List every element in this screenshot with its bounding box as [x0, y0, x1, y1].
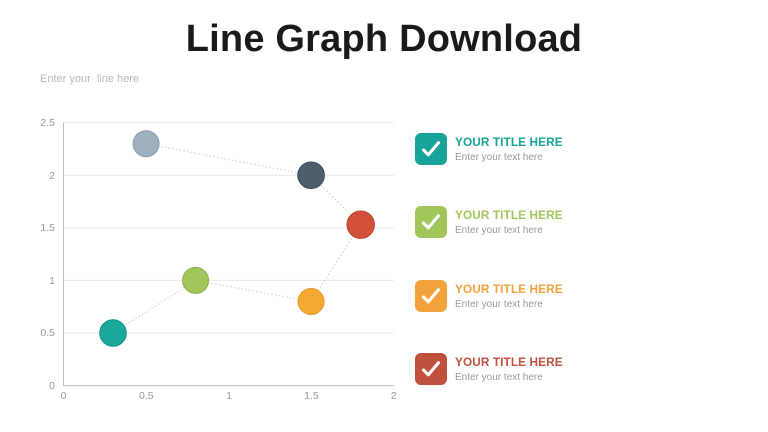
svg-text:0.5: 0.5 [139, 390, 154, 402]
svg-text:2: 2 [391, 390, 397, 402]
svg-text:0: 0 [61, 390, 67, 402]
svg-text:0: 0 [49, 380, 55, 392]
svg-text:2.5: 2.5 [40, 117, 55, 129]
svg-text:2: 2 [49, 170, 55, 182]
svg-text:1: 1 [226, 390, 232, 402]
svg-text:1.5: 1.5 [304, 390, 319, 402]
svg-text:1.5: 1.5 [40, 222, 55, 234]
svg-text:1: 1 [49, 275, 55, 287]
svg-text:0.5: 0.5 [40, 327, 55, 339]
